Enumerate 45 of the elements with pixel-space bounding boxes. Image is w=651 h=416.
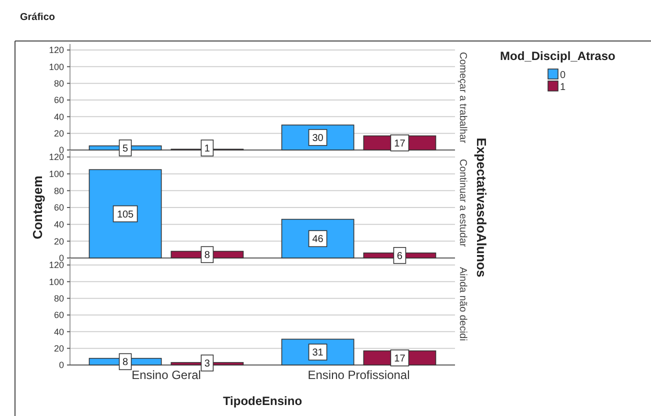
data-label: 8 xyxy=(204,250,210,262)
data-label: 6 xyxy=(396,250,403,262)
y-tick-label: 40 xyxy=(54,219,64,230)
text: Começar a trabalhar xyxy=(457,52,468,144)
legend-label: 0 xyxy=(560,70,566,81)
y-tick-label: 100 xyxy=(48,168,64,179)
bar xyxy=(281,218,354,258)
y-tick-label: 80 xyxy=(54,78,64,88)
y-tick-label: 20 xyxy=(54,236,64,246)
y2-axis-title: ExpectativasdoAlunos xyxy=(474,138,489,278)
y-tick-label: 40 xyxy=(54,112,64,122)
y-tick-label: 120 xyxy=(48,45,64,56)
legend-label: 1 xyxy=(560,82,566,93)
data-label: 30 xyxy=(312,133,324,144)
bar xyxy=(88,169,162,258)
y-tick-label: 20 xyxy=(54,128,64,138)
y-tick-label: 60 xyxy=(54,310,64,320)
text: Continuar a estudar xyxy=(457,159,468,248)
x-axis-title: TipodeEnsino xyxy=(222,394,302,408)
y-tick-label: 60 xyxy=(54,202,64,213)
data-label: 8 xyxy=(122,357,129,368)
y-tick-label: 40 xyxy=(54,326,64,337)
x-tick-label: Ensino Profissional xyxy=(308,368,410,382)
y-tick-label: 120 xyxy=(48,260,64,270)
data-label: 17 xyxy=(394,353,406,364)
data-label: 105 xyxy=(116,209,134,220)
y-tick-label: 80 xyxy=(54,293,64,304)
y-tick-label: 20 xyxy=(54,343,64,354)
y-tick-label: 0 xyxy=(58,360,64,370)
data-label: 5 xyxy=(122,143,129,154)
data-label: 17 xyxy=(394,138,406,150)
data-label: 46 xyxy=(312,234,324,246)
text: Ainda não decidi xyxy=(457,267,468,341)
data-label: 1 xyxy=(204,144,210,154)
legend-title: Mod_Discipl_Atraso xyxy=(500,49,616,63)
data-label: 3 xyxy=(204,358,210,370)
x-tick-label: Ensino Geral xyxy=(132,368,201,382)
y-axis-title: Contagem xyxy=(30,176,45,240)
y-tick-label: 80 xyxy=(54,186,64,196)
y-tick-label: 60 xyxy=(54,95,64,106)
y-tick-label: 120 xyxy=(48,152,64,162)
text: Gráfico xyxy=(20,12,56,23)
y-tick-label: 100 xyxy=(48,62,64,72)
y-tick-label: 100 xyxy=(48,276,64,287)
data-label: 31 xyxy=(312,348,324,359)
